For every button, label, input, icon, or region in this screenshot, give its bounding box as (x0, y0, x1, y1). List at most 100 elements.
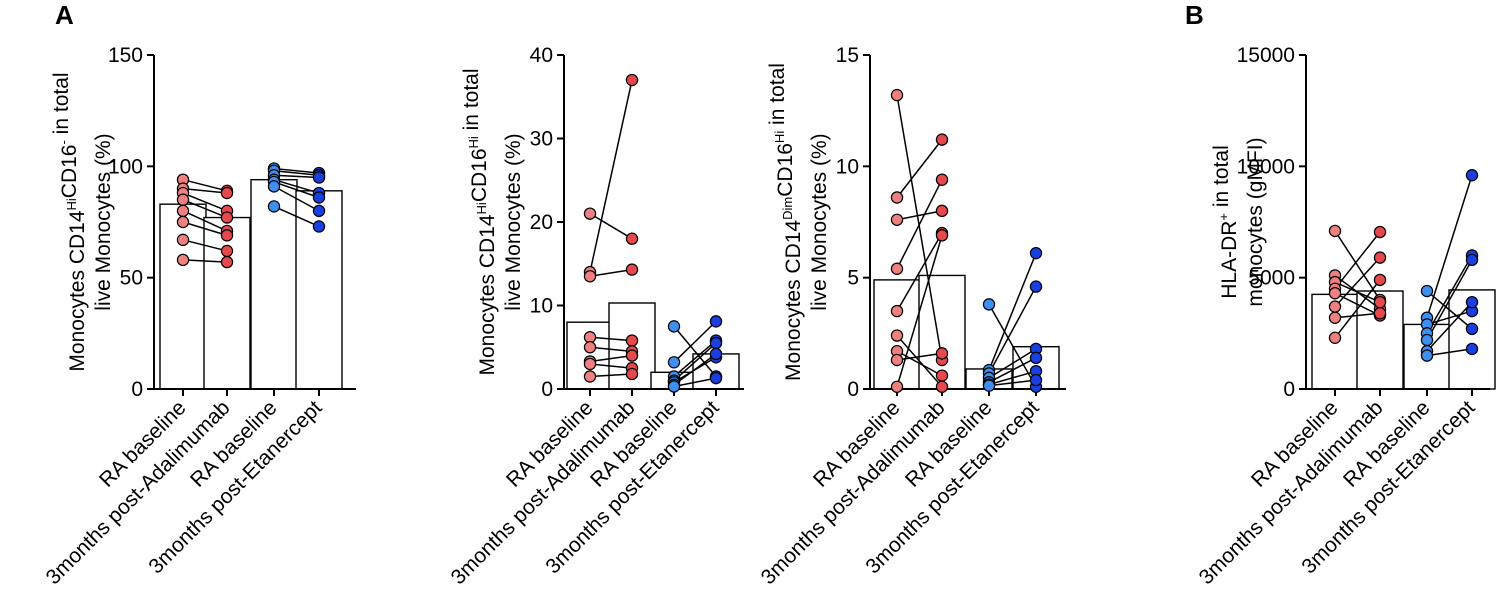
y-axis-label-line2: monocytes (gMFI) (1244, 137, 1267, 306)
point-baseline (667, 380, 681, 393)
point-baseline (176, 193, 190, 206)
point-3months (935, 133, 949, 146)
panel-label-a: A (55, 0, 74, 30)
pair-line (1426, 255, 1473, 334)
pair-line (273, 205, 320, 228)
point-3months (1465, 295, 1479, 309)
point-3months (1465, 322, 1479, 336)
point-3months (625, 349, 639, 362)
point-baseline (890, 213, 904, 226)
point-baseline (1420, 284, 1434, 298)
point-3months (709, 347, 723, 361)
pair-line (988, 370, 1037, 386)
y-axis-label-line1: Monocytes CD14DimCD16Hi in total (766, 63, 805, 381)
pair-line (182, 239, 228, 252)
point-baseline (1328, 311, 1342, 324)
pair-line (589, 363, 633, 369)
pair-line (896, 350, 943, 377)
point-baseline (890, 262, 904, 275)
point-baseline (1420, 349, 1434, 362)
y-tick-label: 15000 (1237, 44, 1295, 67)
pair-line (988, 357, 1037, 383)
y-axis-label-line2: live Monocytes (%) (808, 133, 831, 310)
pair-line (988, 379, 1037, 387)
pair-line (673, 320, 717, 363)
point-3months (625, 232, 639, 245)
pair-line (182, 178, 228, 192)
pair-line (589, 79, 633, 273)
point-3months (935, 380, 949, 393)
y-axis-label-line2: live Monocytes (%) (502, 133, 525, 310)
y-tick-label: 50 (120, 267, 143, 290)
point-baseline (267, 200, 281, 213)
pair-line (896, 94, 943, 361)
y-tick-label: 10 (530, 295, 553, 318)
pair-line (896, 235, 943, 387)
pair-line (182, 210, 228, 232)
point-baseline (176, 215, 190, 229)
pair-line (273, 174, 320, 179)
pair-line (1426, 290, 1473, 330)
pair-line (1426, 310, 1473, 326)
point-baseline (176, 253, 190, 267)
pair-line (988, 286, 1037, 374)
point-baseline (1328, 287, 1342, 300)
y-tick-label: 150 (108, 44, 143, 67)
y-tick-label: 100 (108, 155, 143, 178)
point-baseline (890, 329, 904, 342)
category-label: 3months post-Adalimumab (757, 396, 950, 589)
pair-line (673, 339, 717, 378)
point-3months (312, 171, 326, 184)
y-axis-label-line1: HLA-DR+ in total (1210, 145, 1241, 299)
point-baseline (890, 380, 904, 393)
pair-line (182, 187, 228, 194)
pair-line (896, 179, 943, 270)
point-baseline (583, 270, 597, 283)
pair-line (1334, 257, 1381, 308)
y-tick-label: 0 (131, 378, 143, 401)
pair-line (589, 354, 633, 363)
point-3months (1465, 169, 1479, 182)
pair-line (896, 210, 943, 221)
point-3months (1373, 225, 1387, 239)
pair-line (273, 178, 320, 194)
pair-line (589, 346, 633, 353)
pair-line (988, 252, 1037, 371)
point-3months (625, 367, 639, 381)
point-3months (625, 73, 639, 87)
y-tick-label: 10 (836, 155, 859, 178)
point-3months (1373, 273, 1387, 287)
point-baseline (890, 88, 904, 102)
point-3months (1465, 253, 1479, 267)
point-baseline (1328, 300, 1342, 313)
point-3months (312, 220, 326, 233)
point-baseline (890, 304, 904, 318)
point-3months (220, 255, 234, 269)
pair-line (988, 348, 1037, 379)
panel-label-b: B (1185, 0, 1204, 30)
bar-3 (250, 178, 298, 390)
bar-1 (159, 203, 207, 390)
pair-line (1426, 259, 1473, 341)
pair-line (896, 139, 943, 198)
pair-line (1334, 231, 1381, 290)
point-baseline (583, 357, 597, 371)
pair-line (1334, 279, 1381, 339)
point-3months (220, 244, 234, 258)
y-axis-label-line1: Monocytes CD14HiCD16- in total (50, 72, 89, 371)
pair-line (1334, 292, 1381, 317)
pair-line (673, 325, 717, 377)
pair-line (273, 185, 320, 212)
y-tick-label: 0 (1283, 378, 1295, 401)
pair-line (273, 167, 320, 174)
pair-line (1426, 348, 1473, 357)
point-baseline (667, 320, 681, 333)
point-3months (1465, 342, 1479, 356)
point-3months (1373, 295, 1387, 309)
point-baseline (982, 298, 996, 311)
